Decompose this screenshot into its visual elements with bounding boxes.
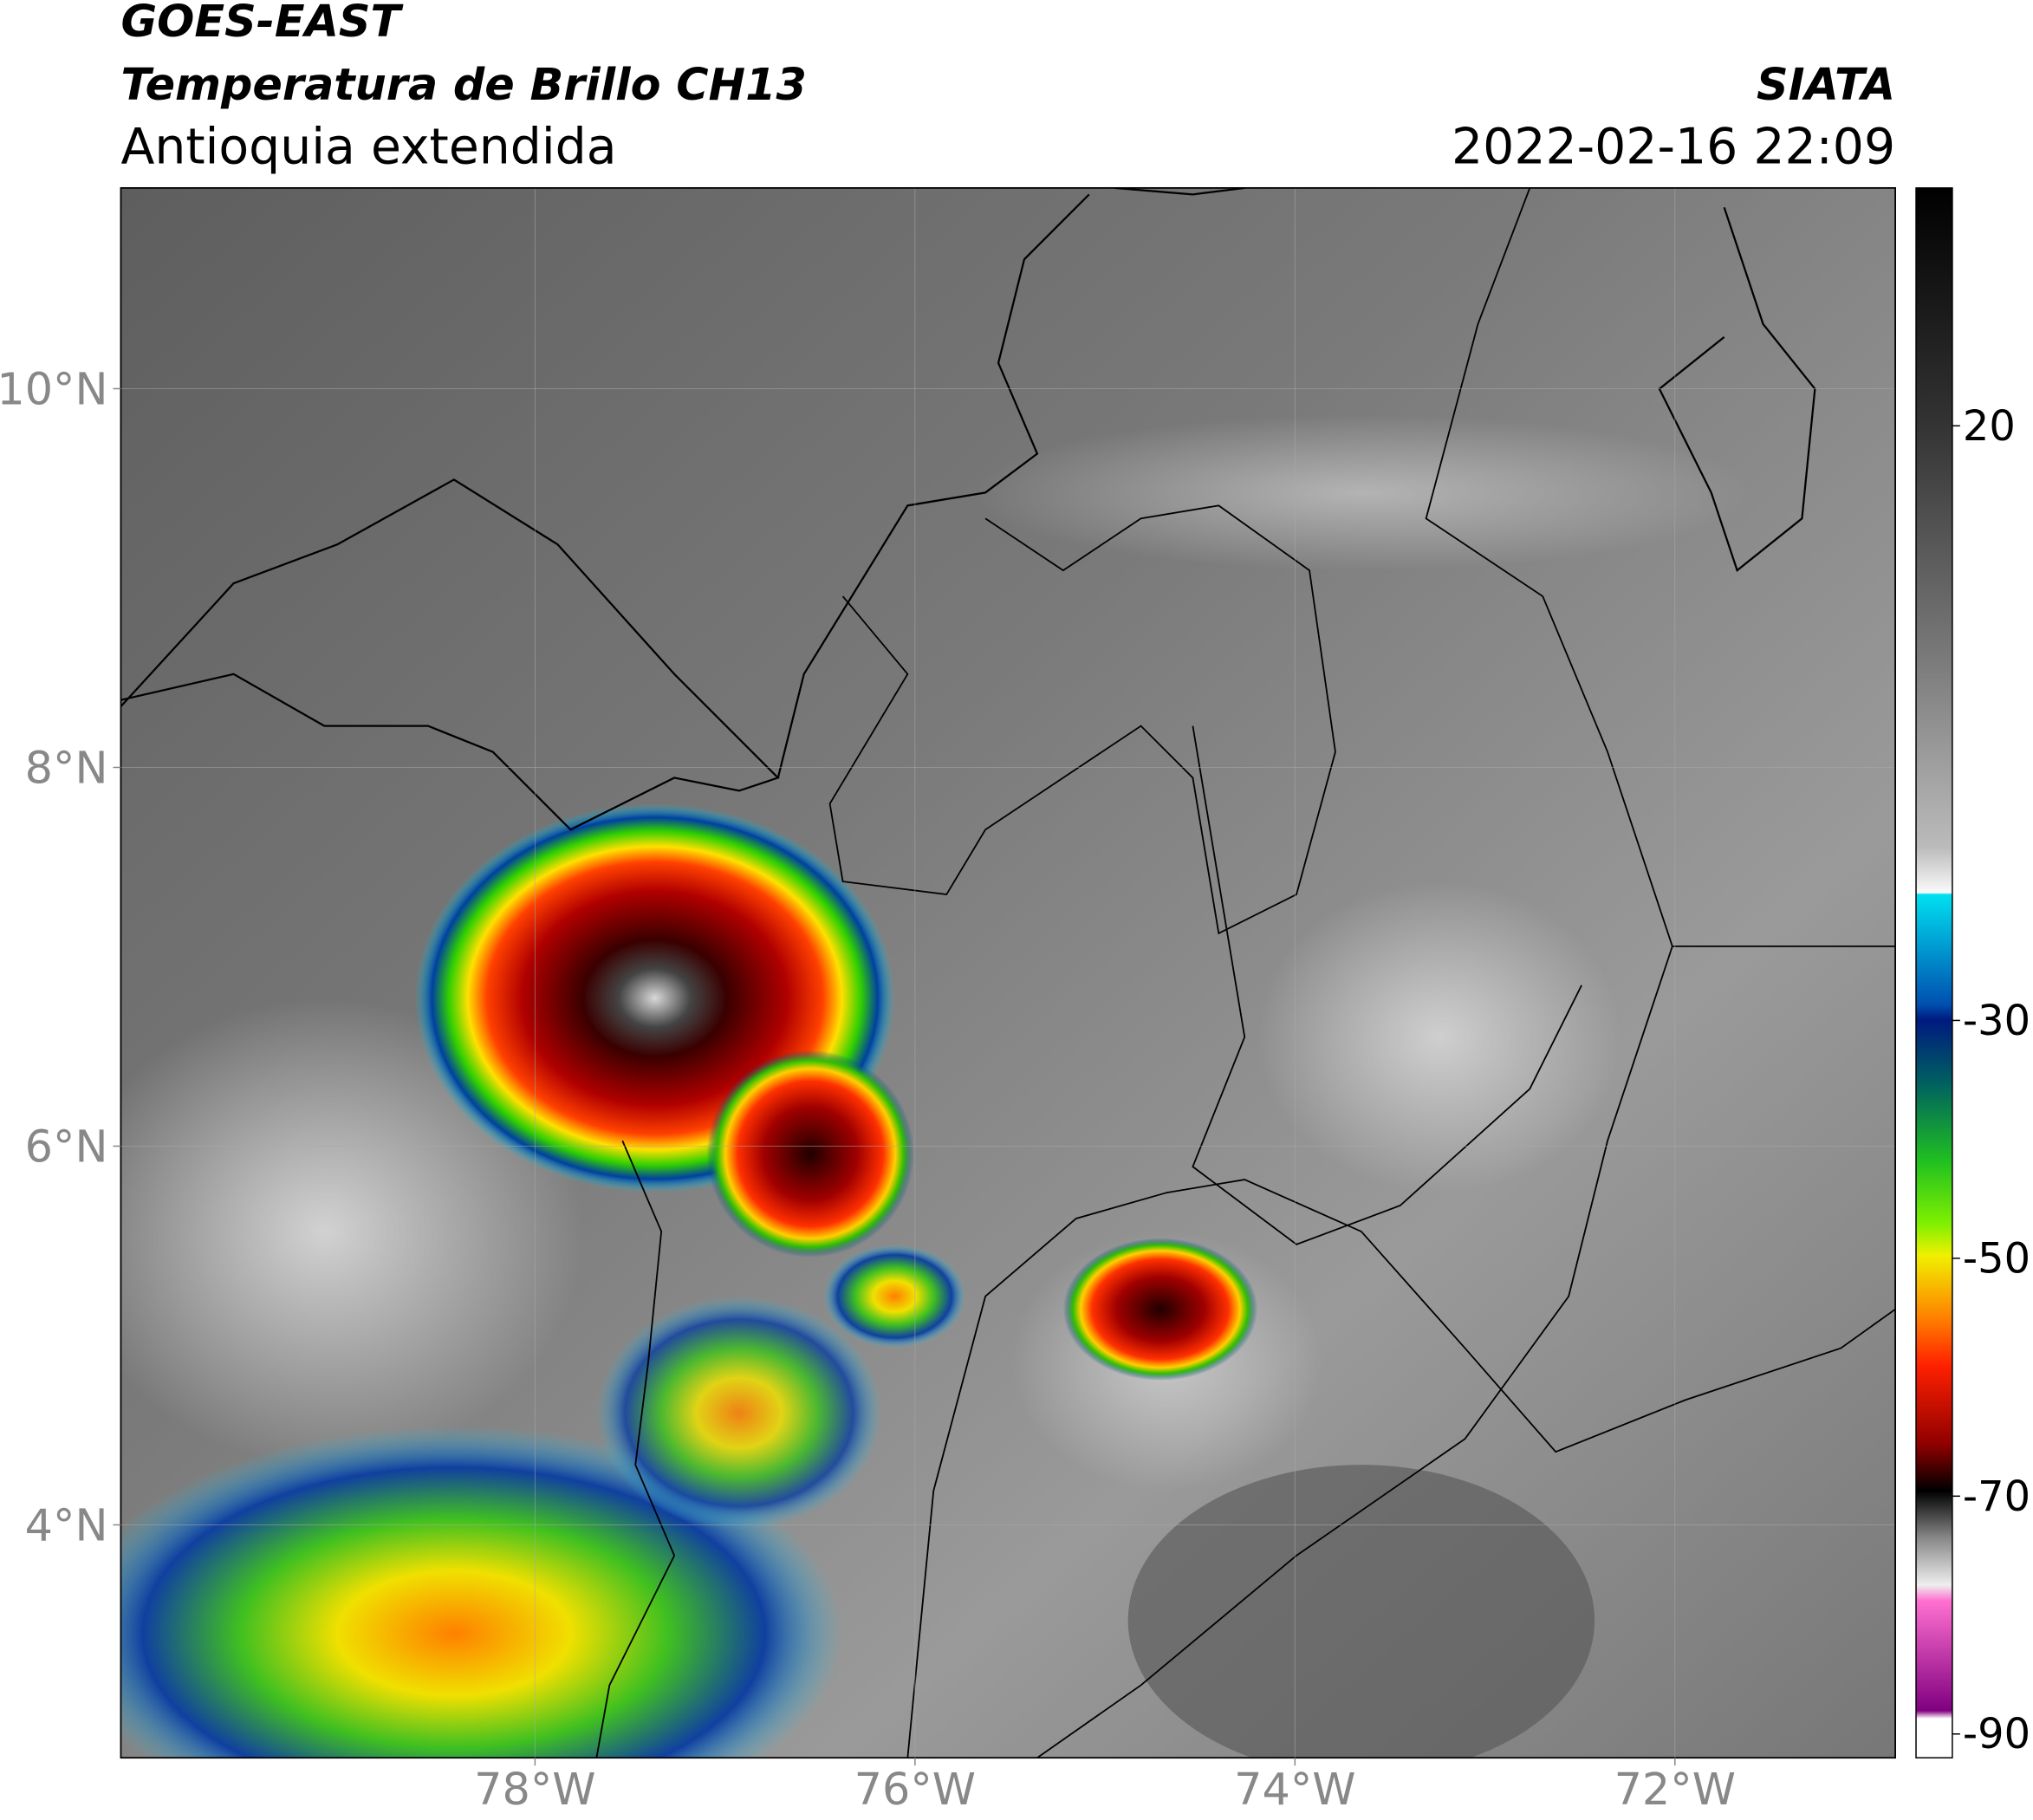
y-tick-label: 8°N bbox=[25, 742, 108, 793]
x-tick-label: 76°W bbox=[854, 1764, 976, 1815]
colorbar-tick-label: -30 bbox=[1963, 998, 2030, 1045]
colorbar bbox=[1915, 187, 1953, 1758]
datetime: 2022-02-16 22:09 bbox=[1452, 118, 1895, 175]
colorbar-tick-label: -50 bbox=[1963, 1235, 2030, 1283]
x-tick-label: 78°W bbox=[474, 1764, 595, 1815]
graticule bbox=[120, 187, 1896, 1758]
colorbar-tick-label: -90 bbox=[1963, 1711, 2030, 1758]
map-frame bbox=[120, 186, 1896, 1759]
satellite-image bbox=[120, 187, 1896, 1758]
colorbar-tick-label: -70 bbox=[1963, 1473, 2030, 1521]
source: SIATA bbox=[1757, 59, 1895, 110]
region: Antioquia extendida bbox=[120, 118, 616, 175]
product: Temperatura de Brillo CH13 bbox=[120, 59, 806, 110]
y-tick-label: 4°N bbox=[25, 1499, 108, 1550]
x-tick-label: 74°W bbox=[1234, 1764, 1355, 1815]
satellite: GOES-EAST bbox=[120, 0, 404, 47]
colorbar-tick-label: 20 bbox=[1963, 403, 2016, 451]
y-tick-label: 6°N bbox=[25, 1121, 108, 1172]
y-tick-label: 10°N bbox=[0, 363, 107, 414]
x-tick-label: 72°W bbox=[1614, 1764, 1736, 1815]
